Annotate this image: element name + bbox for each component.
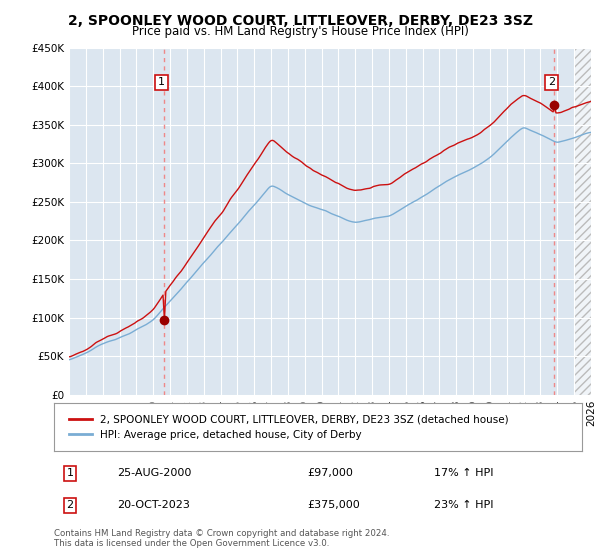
Text: 23% ↑ HPI: 23% ↑ HPI: [434, 500, 494, 510]
Bar: [574, 48, 591, 395]
Text: 1: 1: [158, 77, 165, 87]
Text: 2: 2: [66, 500, 73, 510]
Text: 2, SPOONLEY WOOD COURT, LITTLEOVER, DERBY, DE23 3SZ: 2, SPOONLEY WOOD COURT, LITTLEOVER, DERB…: [67, 14, 533, 28]
Text: 17% ↑ HPI: 17% ↑ HPI: [434, 468, 494, 478]
Text: 2: 2: [548, 77, 555, 87]
Legend: 2, SPOONLEY WOOD COURT, LITTLEOVER, DERBY, DE23 3SZ (detached house), HPI: Avera: 2, SPOONLEY WOOD COURT, LITTLEOVER, DERB…: [64, 410, 512, 444]
Text: 20-OCT-2023: 20-OCT-2023: [118, 500, 190, 510]
Text: This data is licensed under the Open Government Licence v3.0.: This data is licensed under the Open Gov…: [54, 539, 329, 548]
Text: £97,000: £97,000: [307, 468, 353, 478]
Text: Contains HM Land Registry data © Crown copyright and database right 2024.: Contains HM Land Registry data © Crown c…: [54, 529, 389, 538]
Text: Price paid vs. HM Land Registry's House Price Index (HPI): Price paid vs. HM Land Registry's House …: [131, 25, 469, 38]
Bar: [574, 48, 591, 395]
Text: 1: 1: [67, 468, 73, 478]
Text: £375,000: £375,000: [307, 500, 360, 510]
Text: 25-AUG-2000: 25-AUG-2000: [118, 468, 192, 478]
